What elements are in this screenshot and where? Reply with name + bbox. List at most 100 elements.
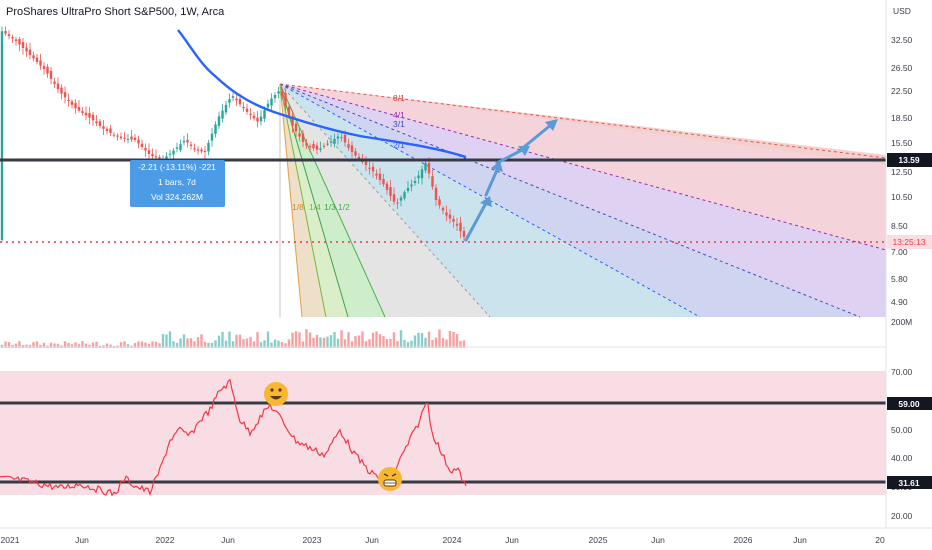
rsi-tick-label: 20.00 — [891, 511, 913, 521]
candle-body — [354, 151, 357, 156]
volume-bar — [168, 331, 172, 348]
arrow-segment — [464, 201, 488, 242]
candle-body — [452, 218, 455, 222]
candle-body — [84, 112, 88, 116]
candle-body — [256, 117, 259, 122]
arrow-segment — [522, 122, 554, 149]
candle-body — [140, 143, 144, 147]
candle-body — [294, 123, 298, 132]
volume-bar — [382, 336, 385, 348]
volume-bar — [326, 336, 329, 348]
candle-body — [431, 176, 434, 187]
candle-body — [214, 124, 217, 134]
volume-bar — [378, 334, 382, 348]
volume-bar — [389, 338, 392, 348]
candle-body — [242, 107, 245, 109]
candle-body — [389, 187, 392, 196]
time-tick-label: 2021 — [1, 535, 20, 545]
candle-body — [147, 150, 151, 154]
volume-bar — [259, 342, 263, 348]
volume-bar — [420, 333, 424, 348]
volume-bar — [441, 337, 445, 348]
volume-bar — [235, 334, 238, 348]
price-axis[interactable]: 32.50 26.50 22.50 18.50 15.50 12.50 10.50 8.50 7… — [891, 35, 913, 307]
candle-body — [399, 197, 403, 201]
candle-body — [368, 167, 371, 169]
candle-body — [455, 223, 459, 226]
candle-body — [287, 106, 291, 117]
volume-bar — [354, 336, 357, 348]
candle-body — [266, 103, 270, 108]
candle-body — [193, 148, 196, 150]
time-tick-label: Jun — [75, 535, 89, 545]
volume-bar — [4, 341, 7, 348]
candle-body — [228, 99, 231, 103]
candle-body — [224, 104, 228, 113]
speed-fan[interactable]: 8/1 4/1 3/1 2/1 1/8 1/4 1/3 1/2 — [279, 83, 887, 318]
candle-body — [63, 92, 67, 98]
volume-bar — [399, 330, 403, 348]
time-tick-label: 2024 — [443, 535, 462, 545]
volume-bar — [308, 332, 312, 348]
projection-arrows[interactable] — [464, 119, 558, 242]
volume-bar — [238, 334, 242, 348]
volume-bar — [424, 337, 427, 348]
candle-body — [217, 116, 221, 126]
volume-bar — [256, 332, 259, 348]
time-tick-label: Jun — [365, 535, 379, 545]
price-tick-label: 8.50 — [891, 221, 908, 231]
candle-body — [333, 138, 336, 144]
volume-bar — [182, 334, 186, 348]
candle-body — [305, 142, 308, 146]
badge-59 — [887, 397, 932, 410]
candle-body — [392, 194, 396, 202]
candle-body — [448, 214, 452, 219]
price-tick-label: 15.50 — [891, 138, 913, 148]
time-tick-label: Jun — [505, 535, 519, 545]
volume-bar — [63, 341, 67, 348]
price-tick-label: 5.80 — [891, 274, 908, 284]
fan-wedge-purple — [280, 84, 886, 317]
candle-body — [343, 134, 347, 143]
volume-bar — [333, 332, 336, 348]
candle-body — [301, 133, 305, 142]
volume-bar — [329, 335, 333, 348]
candle-body — [280, 92, 284, 96]
volume-bar — [151, 341, 154, 348]
candle-body — [112, 134, 116, 136]
volume-bar — [14, 343, 18, 348]
time-tick-label: 2023 — [303, 535, 322, 545]
volume-bar — [207, 342, 210, 348]
volume-bar — [294, 331, 298, 348]
time-axis[interactable]: 2021 Jun 2022 Jun 2023 Jun 2024 Jun 2025 Jun 2026 J… — [1, 535, 885, 545]
volume-bar — [88, 344, 91, 348]
volume-bar — [49, 342, 53, 348]
candle-body — [263, 110, 266, 119]
candle-body — [144, 147, 147, 151]
candle-body — [179, 144, 182, 151]
candle-body — [11, 36, 14, 39]
fan-label-lower: 1/2 — [338, 202, 350, 212]
badge-13-59-text: 13.59 — [898, 155, 920, 165]
fan-label-upper: 2/1 — [393, 140, 405, 150]
arrow-segment — [484, 168, 499, 197]
volume-bar — [84, 343, 88, 348]
candle-body — [196, 149, 200, 151]
badge-31-61 — [887, 476, 932, 489]
candle-body — [459, 222, 462, 232]
candle-body — [221, 110, 224, 119]
volume-bar — [245, 338, 249, 348]
candle-body — [207, 142, 210, 152]
volume-bar — [364, 341, 368, 348]
candle-body — [116, 135, 119, 137]
volume-bar — [67, 342, 70, 348]
candle-body — [406, 188, 410, 192]
volume-bar — [189, 338, 193, 348]
volume-bar — [53, 343, 56, 348]
volume-bar — [186, 338, 189, 348]
candle-body — [357, 156, 361, 159]
volume-bar — [252, 341, 256, 348]
volume-bar — [231, 341, 235, 348]
